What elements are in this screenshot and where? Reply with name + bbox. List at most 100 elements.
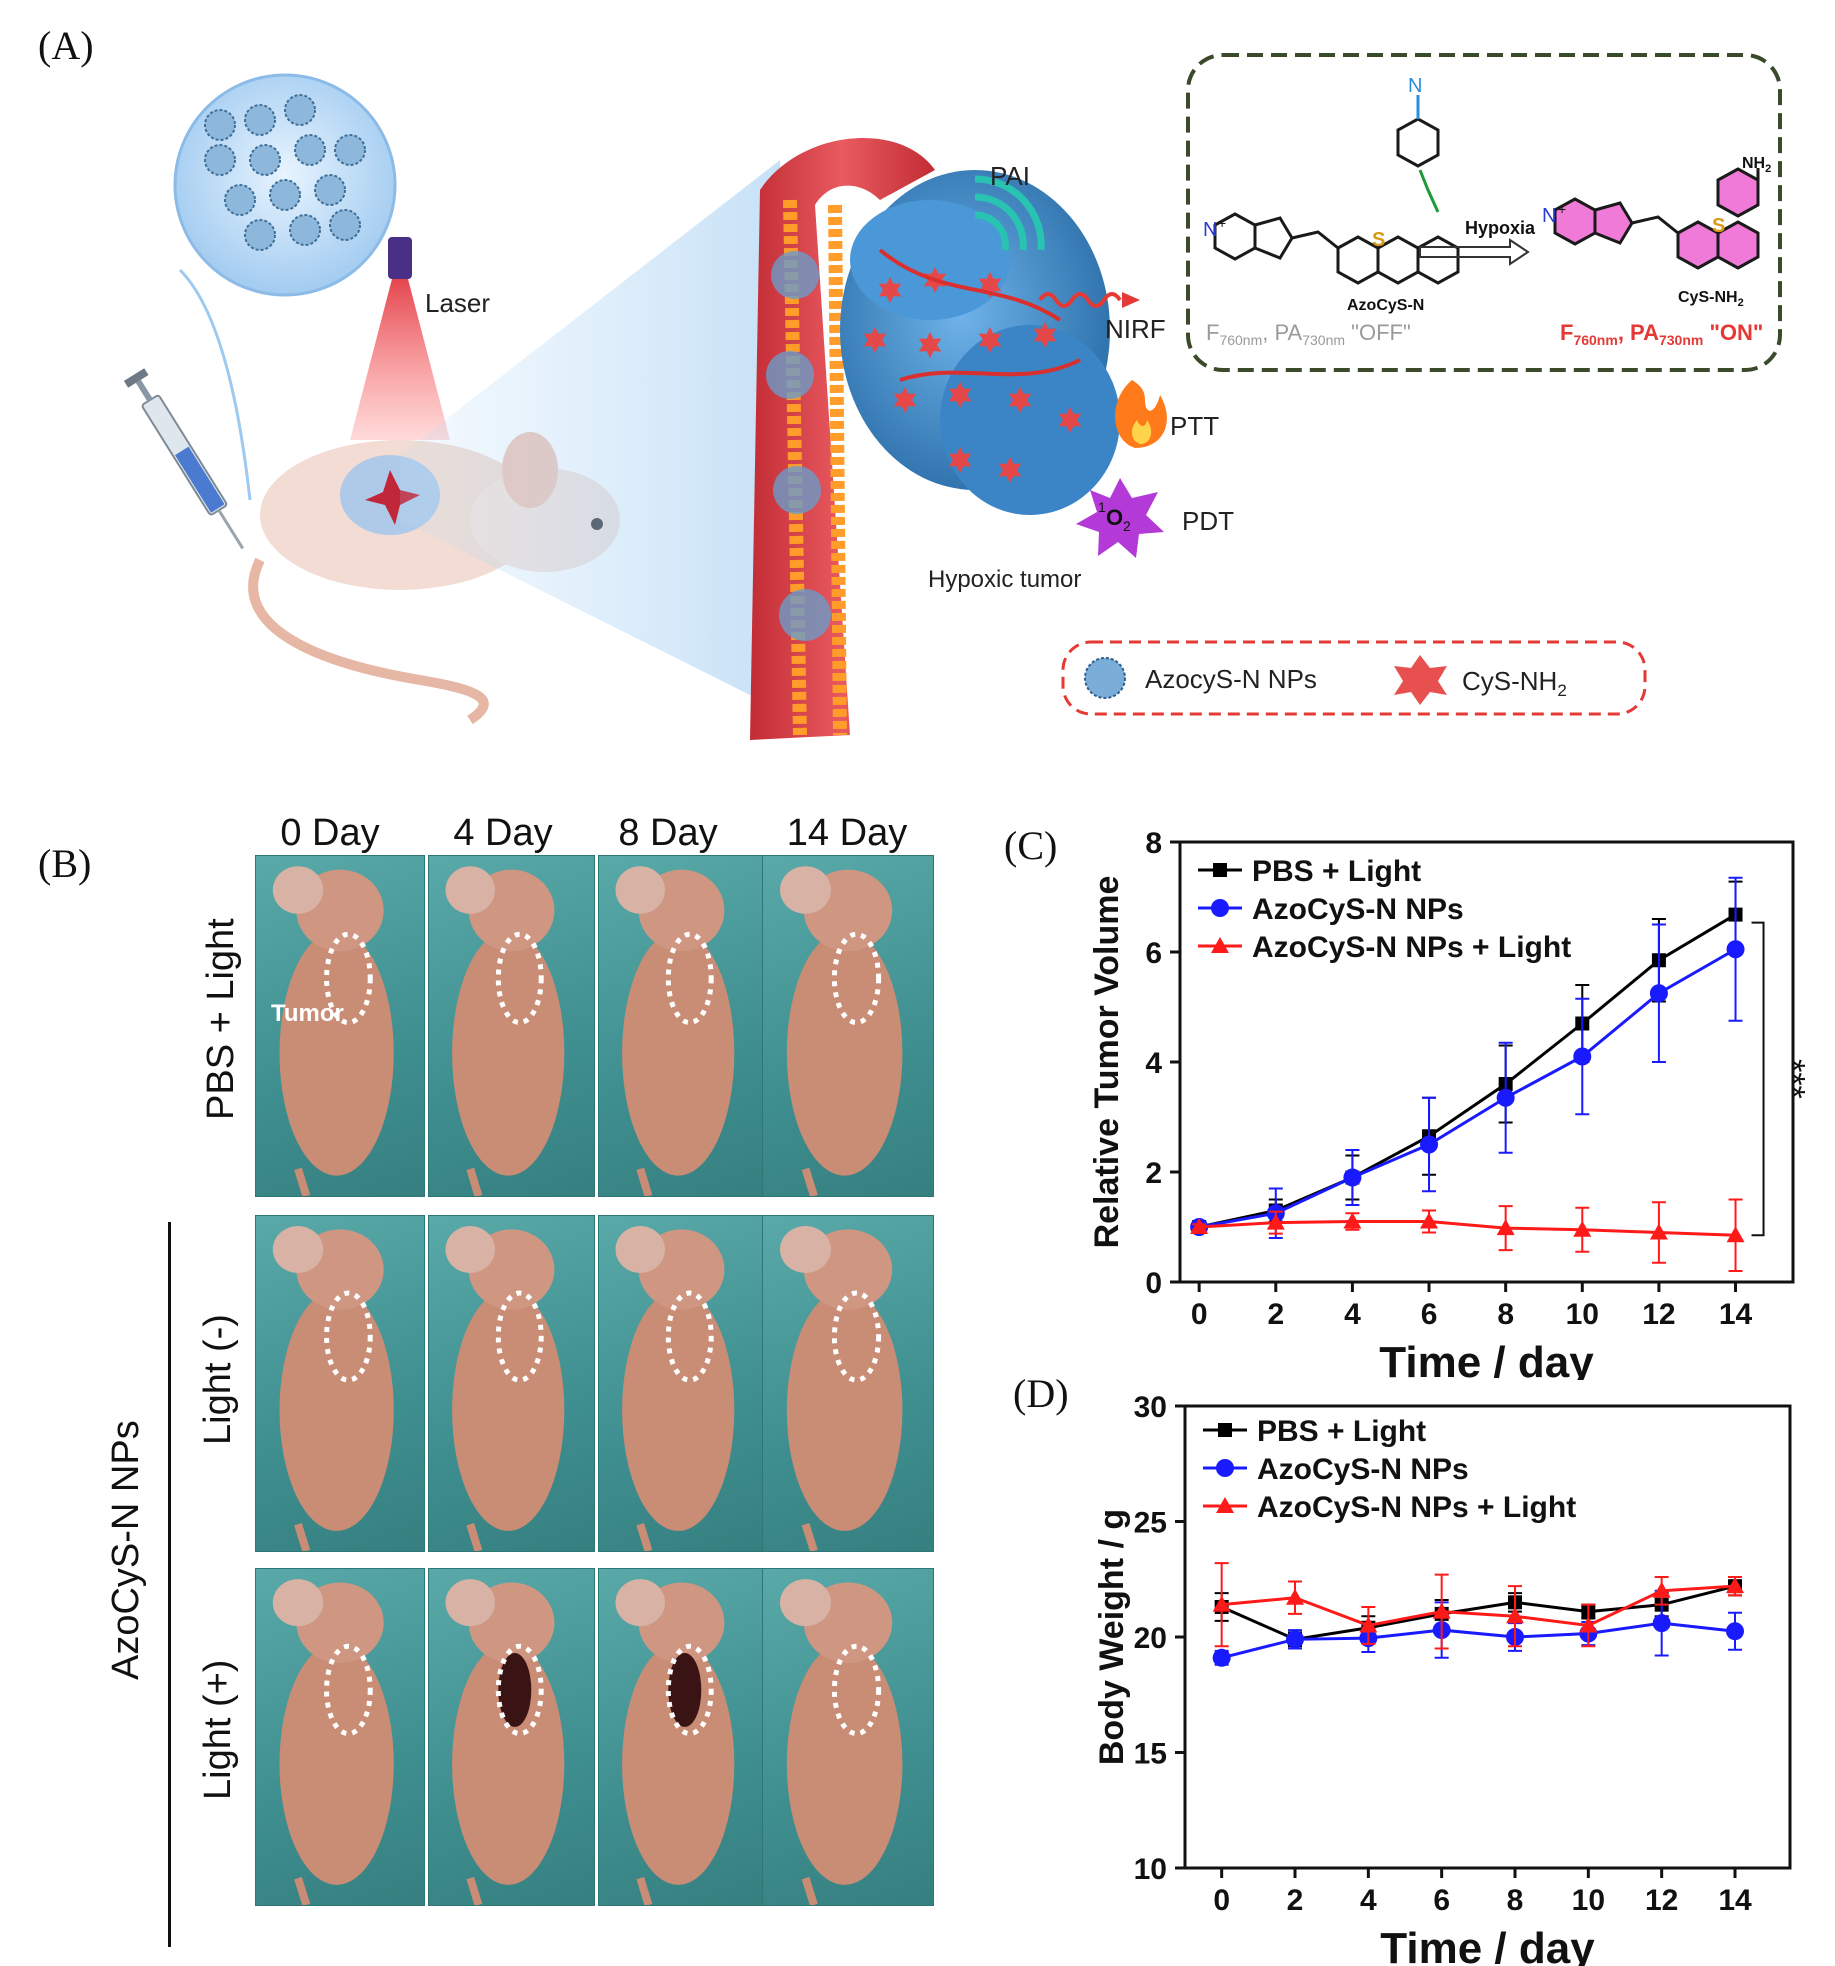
panel-label-c: (C) — [1004, 823, 1058, 868]
data-point — [1432, 1602, 1451, 1619]
data-point — [1649, 1223, 1668, 1240]
y-tick-label: 6 — [1145, 937, 1162, 970]
nanoparticle — [244, 104, 276, 136]
tumor-outline — [831, 1643, 882, 1737]
mouse-photo — [598, 1568, 765, 1906]
row-label-light-on: Light (+) — [197, 1659, 239, 1800]
data-point — [1726, 940, 1745, 959]
azocys-n-atom-s: S — [1372, 229, 1385, 251]
mouse-photo — [255, 1215, 425, 1552]
cys-nh2-state: F760nm, PA730nm "ON" — [1560, 320, 1763, 348]
day-header: 8 Day — [618, 812, 718, 854]
data-point — [1652, 1614, 1671, 1633]
x-tick-label: 8 — [1497, 1298, 1514, 1331]
series-line — [1221, 1584, 1736, 1641]
azocys-n-name: AzoCyS-N — [1347, 297, 1424, 314]
data-point — [1343, 1168, 1362, 1187]
schematic-legend-box — [1061, 640, 1647, 716]
data-point — [1266, 1213, 1285, 1230]
data-point — [1212, 1648, 1231, 1667]
data-point — [1496, 1219, 1515, 1236]
tumor-outline — [495, 1290, 544, 1383]
tumor-outline — [665, 1290, 714, 1383]
cys-nh2-star — [948, 382, 972, 408]
schematic-panel: Laser PAI NIRF — [123, 53, 1782, 741]
legend-label: PBS + Light — [1252, 855, 1421, 888]
data-point — [1420, 1135, 1439, 1154]
cys-nh2-star — [1033, 322, 1057, 348]
mouse-body — [780, 1226, 903, 1551]
nanoparticle — [334, 134, 366, 166]
cys-nh2-star — [918, 332, 942, 358]
data-point — [1343, 1212, 1362, 1229]
cys-nh2-structure — [1553, 167, 1760, 270]
data-point — [1359, 1616, 1378, 1633]
group-bracket-line — [168, 1222, 171, 1947]
x-axis-label: Time / day — [1379, 1338, 1594, 1380]
data-point — [1212, 1595, 1231, 1612]
x-tick-label: 0 — [1213, 1884, 1230, 1917]
mouse-photo — [255, 1568, 425, 1906]
data-point — [1506, 1607, 1524, 1624]
significance-bracket — [1751, 921, 1765, 1237]
group-label: AzoCyS-N NPs — [105, 1420, 147, 1680]
legend-marker — [1211, 937, 1229, 953]
o2-sub: 2 — [1123, 518, 1131, 534]
flame-icon — [1115, 380, 1167, 448]
legend-marker — [1218, 1423, 1232, 1437]
x-tick-label: 8 — [1507, 1884, 1524, 1917]
tumor-outline — [324, 1290, 373, 1383]
x-tick-label: 2 — [1267, 1298, 1284, 1331]
tumor-outline — [324, 931, 373, 1026]
nanoparticle — [204, 109, 236, 141]
nanoparticle — [294, 134, 326, 166]
mouse-photo — [428, 1568, 595, 1906]
nanoparticle — [314, 174, 346, 206]
cys-nh2-star — [1058, 407, 1082, 433]
x-tick-label: 4 — [1344, 1298, 1361, 1331]
legend-cys-label: CyS-NH2 — [1462, 666, 1567, 700]
x-tick-label: 0 — [1191, 1298, 1208, 1331]
y-tick-label: 25 — [1134, 1507, 1167, 1540]
x-axis-label: Time / day — [1380, 1924, 1595, 1966]
series-line — [1199, 1220, 1736, 1237]
series-line — [1198, 913, 1737, 1229]
x-tick-label: 12 — [1642, 1298, 1675, 1331]
data-point — [1573, 1220, 1592, 1237]
o2-label: O — [1106, 505, 1123, 530]
pai-label: PAI — [990, 161, 1030, 191]
mouse-body — [615, 866, 735, 1196]
cys-nh2-name: CyS-NH2 — [1678, 289, 1744, 309]
nanoparticle — [289, 214, 321, 246]
legend-marker — [1216, 1459, 1234, 1477]
cys-nh2-star — [863, 327, 887, 353]
blood-vessel — [750, 137, 935, 741]
magnification-cone — [400, 160, 800, 720]
nirf-wave-icon — [1038, 292, 1122, 308]
mouse-body — [272, 1226, 394, 1551]
mouse-body — [445, 1579, 565, 1905]
data-point — [1726, 1226, 1745, 1243]
row-label-pbs: PBS + Light — [200, 918, 242, 1120]
bubble-pointer — [178, 268, 252, 501]
azocys-n-structure — [1213, 95, 1460, 285]
y-tick-label: 20 — [1134, 1622, 1167, 1655]
tumor-outline — [831, 931, 882, 1026]
nanoparticle — [224, 184, 256, 216]
tumor-outline — [665, 1643, 714, 1737]
panel-label-a: (A) — [38, 23, 94, 68]
data-point — [1726, 1622, 1744, 1641]
tumor-outline — [495, 931, 544, 1026]
cys-nh2-atom-s: S — [1712, 215, 1725, 237]
cys-nh2-atom-n: N — [1542, 205, 1556, 227]
mouse-photo — [255, 855, 425, 1197]
y-tick-label: 10 — [1134, 1853, 1167, 1886]
nanoparticle-cluster — [204, 94, 366, 251]
x-tick-label: 4 — [1360, 1884, 1377, 1917]
nirf-label: NIRF — [1105, 314, 1166, 344]
mouse-body — [445, 1226, 565, 1551]
mouse-photo — [598, 855, 765, 1197]
day-header: 4 Day — [453, 812, 553, 854]
data-point — [1726, 1577, 1744, 1594]
legend-label: AzoCyS-N NPs — [1257, 1453, 1469, 1486]
